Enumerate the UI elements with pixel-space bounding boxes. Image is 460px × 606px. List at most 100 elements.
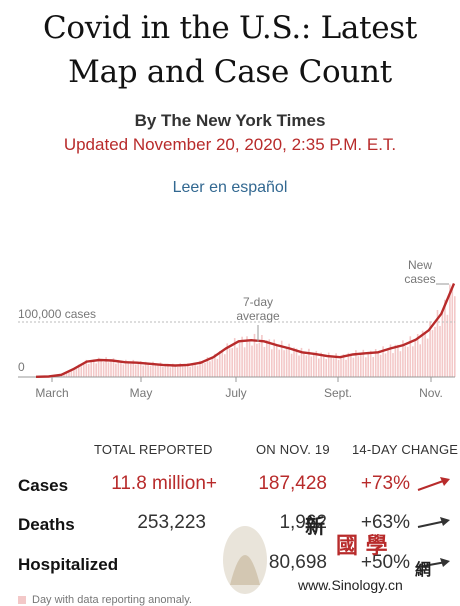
daily-bar — [305, 355, 308, 377]
daily-bar — [426, 338, 429, 377]
daily-bar — [100, 360, 102, 377]
daily-bar — [80, 366, 83, 377]
daily-bar — [95, 363, 97, 377]
daily-bar — [107, 362, 110, 377]
daily-bar — [75, 369, 78, 377]
daily-bar — [122, 364, 125, 377]
column-header-total: TOTAL REPORTED — [94, 442, 213, 457]
daily-bar — [429, 321, 431, 377]
hospitalized-change: +50% — [360, 552, 410, 573]
daily-bar — [164, 364, 167, 377]
daily-bar — [327, 352, 330, 377]
byline: By The New York Times — [134, 111, 326, 130]
daily-bar — [434, 326, 436, 377]
daily-bar — [350, 354, 352, 377]
daily-bar — [87, 364, 90, 377]
cases-day: 187,428 — [258, 473, 327, 494]
daily-bar — [419, 344, 421, 377]
daily-bar — [68, 372, 70, 377]
daily-bar — [372, 357, 374, 377]
cases-chart: 100,000 cases 0 March May July Sept. Nov. 7-… — [18, 258, 456, 400]
daily-bar — [421, 330, 424, 377]
daily-bar — [219, 351, 221, 377]
annotation-seven-day: 7-day average — [236, 295, 280, 323]
daily-bar — [407, 346, 409, 377]
daily-bar — [310, 356, 313, 377]
daily-bar — [439, 326, 441, 377]
x-tick-label: May — [130, 386, 153, 400]
daily-bar — [293, 347, 295, 377]
daily-bar — [389, 344, 392, 377]
daily-bar — [295, 348, 298, 377]
daily-bar — [102, 362, 105, 377]
daily-bar — [181, 366, 184, 377]
daily-bar — [216, 358, 219, 377]
row-label: Hospitalized — [18, 555, 119, 574]
daily-bar — [404, 346, 407, 377]
daily-bar — [90, 360, 92, 377]
daily-bar — [414, 340, 416, 377]
cases-change: +73% — [360, 473, 410, 494]
daily-bar — [246, 336, 248, 377]
anomaly-swatch — [18, 596, 26, 605]
x-tick-label: March — [35, 386, 68, 400]
daily-bar — [340, 356, 342, 377]
daily-bar — [70, 369, 73, 377]
daily-bar — [248, 339, 251, 377]
daily-bar — [83, 364, 85, 377]
deaths-trend-arrow-icon — [417, 517, 450, 528]
daily-bar — [424, 332, 426, 377]
daily-bar — [347, 352, 350, 377]
daily-bar — [127, 363, 130, 377]
daily-bar — [211, 358, 214, 377]
daily-bar — [379, 354, 382, 377]
daily-bar — [441, 310, 444, 377]
y-tick-label: 100,000 cases — [18, 307, 96, 321]
cases-trend-arrow-icon — [417, 477, 450, 491]
daily-bar — [392, 353, 394, 377]
daily-bar — [374, 349, 377, 377]
seven-day-average-line — [35, 283, 456, 378]
daily-bar — [177, 366, 179, 377]
svg-text:www.Sinology.cn: www.Sinology.cn — [297, 577, 403, 593]
daily-bar — [285, 348, 288, 377]
daily-bar — [318, 358, 320, 377]
daily-bar — [191, 363, 194, 377]
daily-bar — [60, 375, 63, 377]
updated-timestamp: Updated November 20, 2020, 2:35 P.M. E.T… — [63, 135, 397, 154]
daily-bar — [206, 357, 209, 377]
daily-bar — [271, 349, 273, 377]
daily-bar — [298, 355, 300, 377]
daily-bar — [263, 347, 266, 377]
deaths-total: 253,223 — [137, 512, 206, 533]
daily-bar — [362, 349, 365, 377]
y-tick-label: 0 — [18, 360, 25, 374]
spanish-version-link[interactable]: Leer en español — [172, 179, 288, 196]
daily-bar — [360, 355, 362, 377]
article-headline: Covid in the U.S.: Latest Map and Case C… — [0, 6, 460, 94]
daily-bar — [369, 350, 372, 377]
daily-bar — [125, 359, 127, 377]
column-header-day: ON NOV. 19 — [256, 442, 330, 457]
daily-bar — [221, 350, 224, 377]
daily-bar — [352, 357, 355, 377]
daily-bar — [416, 334, 419, 377]
daily-bar — [120, 360, 122, 377]
daily-bar — [313, 353, 315, 377]
daily-bar — [147, 363, 149, 377]
daily-bar — [446, 314, 449, 377]
daily-bar — [179, 363, 182, 377]
daily-bar — [199, 360, 201, 377]
daily-bar — [394, 344, 397, 377]
row-label: Deaths — [18, 515, 75, 534]
daily-bar — [201, 362, 204, 377]
column-header-change: 14-DAY CHANGE — [352, 442, 459, 457]
daily-bar — [345, 359, 347, 377]
svg-text:國 學: 國 學 — [336, 533, 388, 559]
daily-bar — [209, 361, 211, 377]
daily-bar — [152, 361, 154, 377]
daily-bar — [130, 363, 132, 377]
daily-bar — [436, 310, 439, 377]
daily-bar — [283, 350, 285, 377]
daily-bar — [412, 346, 414, 377]
